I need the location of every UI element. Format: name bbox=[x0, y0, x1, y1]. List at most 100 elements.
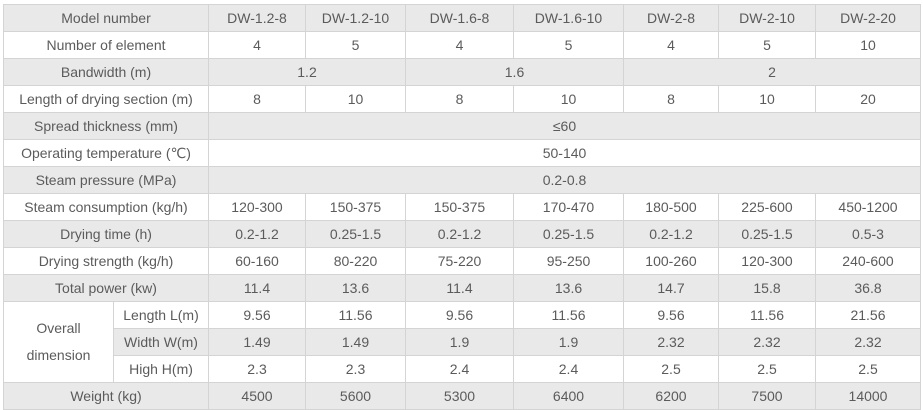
model-cell: DW-1.6-10 bbox=[513, 4, 624, 32]
row-label-model-number: Model number bbox=[3, 4, 209, 32]
table-cell: 6200 bbox=[623, 382, 719, 410]
table-cell: 4500 bbox=[208, 382, 306, 410]
table-cell: 4 bbox=[208, 31, 306, 59]
table-cell: 2.5 bbox=[815, 355, 921, 383]
table-cell: 450-1200 bbox=[815, 193, 921, 221]
table-row-spread-thickness: Spread thickness (mm) ≤60 bbox=[3, 112, 921, 140]
table-cell: 2.4 bbox=[513, 355, 624, 383]
row-label-steam-consumption: Steam consumption (kg/h) bbox=[3, 193, 209, 221]
table-cell: 2.3 bbox=[305, 355, 406, 383]
table-cell: 7500 bbox=[718, 382, 816, 410]
table-cell: 0.2-1.2 bbox=[623, 220, 719, 248]
table-cell: 60-160 bbox=[208, 247, 306, 275]
row-label-bandwidth: Bandwidth (m) bbox=[3, 58, 209, 86]
row-label-high-h: High H(m) bbox=[113, 355, 209, 383]
row-group-label-overall-dimension: Overall dimension bbox=[3, 301, 114, 383]
table-cell: 180-500 bbox=[623, 193, 719, 221]
table-cell: 1.6 bbox=[405, 58, 624, 86]
table-cell: 1.2 bbox=[208, 58, 406, 86]
table-cell: 5600 bbox=[305, 382, 406, 410]
table-cell: 11.56 bbox=[718, 301, 816, 329]
table-row-width-w: Width W(m) 1.49 1.49 1.9 1.9 2.32 2.32 2… bbox=[4, 328, 921, 356]
table-cell: 120-300 bbox=[208, 193, 306, 221]
table-cell: 0.25-1.5 bbox=[718, 220, 816, 248]
table-row-total-power: Total power (kw) 11.4 13.6 11.4 13.6 14.… bbox=[3, 274, 921, 302]
table-cell: 10 bbox=[815, 31, 921, 59]
table-row-high-h: High H(m) 2.3 2.3 2.4 2.4 2.5 2.5 2.5 bbox=[4, 355, 921, 383]
table-cell: 100-260 bbox=[623, 247, 719, 275]
row-label-steam-pressure: Steam pressure (MPa) bbox=[3, 166, 209, 194]
table-cell: ≤60 bbox=[208, 112, 921, 140]
table-cell: 2 bbox=[623, 58, 921, 86]
table-row-length-of-drying-section: Length of drying section (m) 8 10 8 10 8… bbox=[3, 85, 921, 113]
table-cell: 14.7 bbox=[623, 274, 719, 302]
row-label-operating-temperature: Operating temperature (℃) bbox=[3, 139, 209, 167]
row-label-length-l: Length L(m) bbox=[113, 301, 209, 329]
model-cell: DW-1.6-8 bbox=[405, 4, 514, 32]
table-cell: 11.4 bbox=[208, 274, 306, 302]
table-cell: 13.6 bbox=[513, 274, 624, 302]
table-row-bandwidth: Bandwidth (m) 1.2 1.6 2 bbox=[3, 58, 921, 86]
table-cell: 2.5 bbox=[623, 355, 719, 383]
table-row-weight: Weight (kg) 4500 5600 5300 6400 6200 750… bbox=[3, 382, 921, 410]
table-cell: 80-220 bbox=[305, 247, 406, 275]
model-cell: DW-1.2-10 bbox=[305, 4, 406, 32]
table-cell: 5300 bbox=[405, 382, 514, 410]
table-cell: 0.2-1.2 bbox=[208, 220, 306, 248]
table-cell: 13.6 bbox=[305, 274, 406, 302]
table-cell: 9.56 bbox=[623, 301, 719, 329]
table-row-number-of-element: Number of element 4 5 4 5 4 5 10 bbox=[3, 31, 921, 59]
table-cell: 0.25-1.5 bbox=[305, 220, 406, 248]
row-label-length-of-drying-section: Length of drying section (m) bbox=[3, 85, 209, 113]
table-cell: 225-600 bbox=[718, 193, 816, 221]
row-label-number-of-element: Number of element bbox=[3, 31, 209, 59]
table-cell: 5 bbox=[305, 31, 406, 59]
table-cell: 150-375 bbox=[305, 193, 406, 221]
table-cell: 9.56 bbox=[208, 301, 306, 329]
table-cell: 120-300 bbox=[718, 247, 816, 275]
model-cell: DW-1.2-8 bbox=[208, 4, 306, 32]
table-cell: 8 bbox=[405, 85, 514, 113]
table-cell: 2.4 bbox=[405, 355, 514, 383]
table-cell: 10 bbox=[718, 85, 816, 113]
table-cell: 0.2-1.2 bbox=[405, 220, 514, 248]
table-cell: 240-600 bbox=[815, 247, 921, 275]
table-cell: 8 bbox=[623, 85, 719, 113]
row-label-drying-time: Drying time (h) bbox=[3, 220, 209, 248]
table-cell: 95-250 bbox=[513, 247, 624, 275]
table-cell: 0.25-1.5 bbox=[513, 220, 624, 248]
model-cell: DW-2-20 bbox=[815, 4, 921, 32]
row-label-weight: Weight (kg) bbox=[3, 382, 209, 410]
table-cell: 14000 bbox=[815, 382, 921, 410]
table-cell: 20 bbox=[815, 85, 921, 113]
model-cell: DW-2-8 bbox=[623, 4, 719, 32]
table-cell: 15.8 bbox=[718, 274, 816, 302]
table-row-length-l: Overall dimension Length L(m) 9.56 11.56… bbox=[3, 301, 921, 383]
table-cell: 36.8 bbox=[815, 274, 921, 302]
table-cell: 6400 bbox=[513, 382, 624, 410]
table-row-drying-strength: Drying strength (kg/h) 60-160 80-220 75-… bbox=[3, 247, 921, 275]
product-spec-table: Model number DW-1.2-8 DW-1.2-10 DW-1.6-8… bbox=[3, 4, 921, 410]
table-row-steam-consumption: Steam consumption (kg/h) 120-300 150-375… bbox=[3, 193, 921, 221]
table-cell: 2.32 bbox=[623, 328, 719, 356]
table-cell: 170-470 bbox=[513, 193, 624, 221]
table-cell: 8 bbox=[208, 85, 306, 113]
table-row-drying-time: Drying time (h) 0.2-1.2 0.25-1.5 0.2-1.2… bbox=[3, 220, 921, 248]
table-cell: 50-140 bbox=[208, 139, 921, 167]
table-row-operating-temperature: Operating temperature (℃) 50-140 bbox=[3, 139, 921, 167]
table-cell: 10 bbox=[513, 85, 624, 113]
row-label-width-w: Width W(m) bbox=[113, 328, 209, 356]
table-cell: 2.3 bbox=[208, 355, 306, 383]
table-cell: 11.4 bbox=[405, 274, 514, 302]
table-cell: 75-220 bbox=[405, 247, 514, 275]
table-cell: 1.9 bbox=[405, 328, 514, 356]
table-cell: 4 bbox=[405, 31, 514, 59]
table-cell: 11.56 bbox=[305, 301, 406, 329]
table-cell: 0.5-3 bbox=[815, 220, 921, 248]
table-cell: 2.32 bbox=[815, 328, 921, 356]
table-cell: 2.32 bbox=[718, 328, 816, 356]
table-cell: 9.56 bbox=[405, 301, 514, 329]
table-cell: 5 bbox=[513, 31, 624, 59]
model-cell: DW-2-10 bbox=[718, 4, 816, 32]
table-cell: 5 bbox=[718, 31, 816, 59]
